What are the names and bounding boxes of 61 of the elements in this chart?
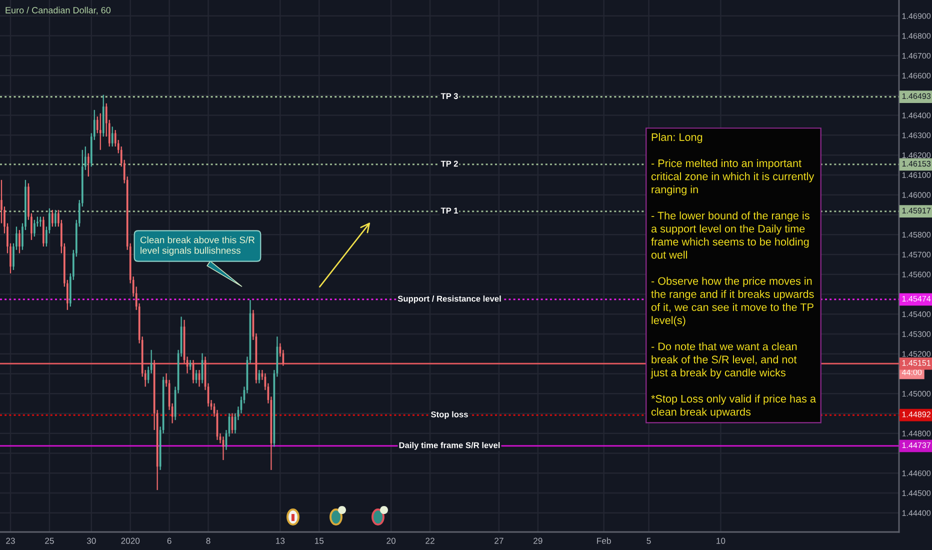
annotation: 1.45474	[902, 296, 931, 302]
ref-line-label: TP 3	[440, 93, 458, 100]
y-tick-label: 1.46400	[902, 112, 931, 118]
annotation: 1.46153	[902, 160, 931, 167]
candlestick	[40, 216, 42, 228]
x-tick-label: 13	[276, 538, 285, 544]
ref-line-label: Daily time frame S/R level	[399, 442, 500, 450]
ref-line-label: TP 1	[440, 208, 458, 214]
x-tick-label: 23	[6, 538, 15, 544]
x-tick-label: 25	[45, 538, 54, 544]
annotation: 1.46493	[902, 93, 931, 99]
y-tick-label: 1.44600	[902, 470, 931, 476]
ref-line-label: TP 2	[440, 160, 458, 167]
candlestick	[99, 112, 102, 150]
y-tick-label: 1.44400	[902, 510, 931, 516]
x-tick-label: 22	[426, 538, 434, 544]
annotation: 1.45917	[902, 208, 930, 214]
x-tick-label: 2020	[121, 538, 140, 544]
candlestick	[111, 126, 114, 148]
y-tick-label: 1.46600	[902, 72, 931, 79]
y-tick-label: 1.45600	[902, 272, 931, 278]
y-tick-label: 1.46900	[902, 13, 931, 19]
y-tick-label: 1.45700	[902, 252, 931, 258]
y-tick-label: 1.45300	[902, 331, 931, 337]
candlestick	[42, 216, 44, 248]
x-tick-label: 27	[494, 538, 504, 544]
x-tick-label: 15	[315, 538, 324, 544]
x-tick-label: 20	[386, 538, 396, 544]
x-tick-label: 6	[167, 538, 172, 544]
y-tick-label: 1.46800	[902, 33, 931, 39]
annotation: Clean break above this S/R level signals bullishness	[140, 236, 255, 256]
y-tick-label: 1.44500	[902, 490, 931, 496]
text: Plan: Long - Price melted into an important critical zone in which it is currently ranging in - The lower bound of the range is a support level on the Daily time frame which seems to be holding out well - Observe how the price moves in the range and if it breaks upwards of it, we can see it move to the TP level(s) - Do note that we want a clean break of the S/R level, and not just a break by candle wicks *Stop Loss only valid if price has a clean break upwards	[650, 133, 816, 418]
candlestick	[52, 209, 54, 228]
x-tick-label: Feb	[597, 538, 611, 544]
annotation: 1.45151	[902, 360, 931, 366]
candlestick	[54, 209, 56, 228]
y-tick-label: 1.45800	[902, 232, 931, 238]
y-tick-label: 1.46200	[902, 152, 931, 158]
x-tick-label: 10	[716, 538, 726, 544]
x-tick-label: 5	[646, 538, 651, 544]
annotation: 1.44892	[902, 412, 930, 418]
text: 44:00	[902, 369, 922, 376]
y-tick-label: 1.46300	[902, 132, 931, 138]
annotation: 1.44737	[902, 442, 930, 448]
ref-line-label: Stop loss	[430, 411, 468, 419]
y-tick-label: 1.46700	[902, 52, 931, 59]
text: Euro / Canadian Dollar, 60	[6, 6, 111, 14]
y-tick-label: 1.46000	[902, 192, 931, 198]
y-tick-label: 1.44800	[902, 430, 931, 436]
candlestick	[87, 152, 90, 178]
y-tick-label: 1.46100	[902, 172, 931, 178]
y-tick-label: 1.45000	[902, 390, 931, 397]
x-tick-label: 8	[206, 538, 210, 544]
y-tick-label: 1.45400	[902, 311, 931, 318]
candlestick	[18, 229, 20, 254]
y-tick-label: 1.45200	[902, 351, 931, 357]
x-tick-label: 30	[86, 538, 96, 544]
x-tick-label: 29	[534, 538, 542, 544]
candlestick	[34, 219, 36, 238]
ref-line-label: Support / Resistance level	[398, 296, 501, 304]
